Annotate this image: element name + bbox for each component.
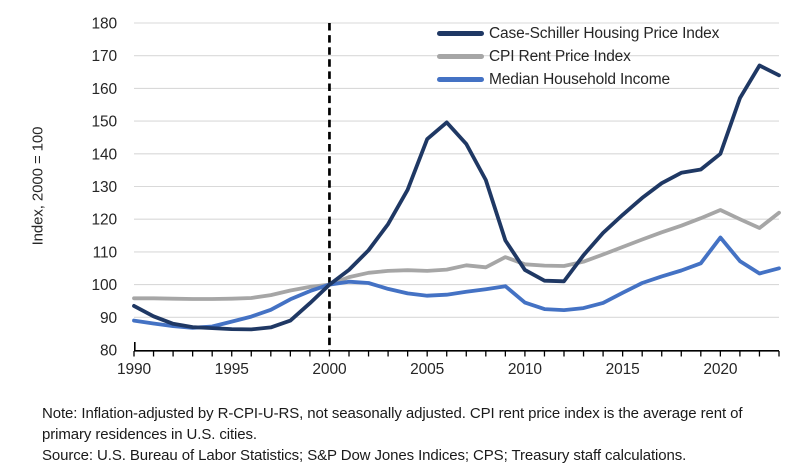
source-text: Source: U.S. Bureau of Labor Statistics;… [42,447,687,464]
x-tick-label: 2015 [606,361,640,378]
y-axis-title: Index, 2000 = 100 [29,126,47,246]
legend: Case-Schiller Housing Price Index CPI Re… [437,22,719,91]
series-line-1 [132,208,781,301]
x-tick-label: 2010 [508,361,543,378]
footnotes: Note: Inflation-adjusted by R-CPI-U-RS, … [42,403,766,466]
legend-swatch-median-income-icon [437,77,484,82]
legend-label-cpi-rent: CPI Rent Price Index [489,47,631,65]
y-tick-label: 90 [100,310,118,327]
x-tick-label: 2020 [703,361,738,378]
series-line-2 [132,235,781,330]
y-tick-label: 180 [91,16,117,33]
y-tick-label: 100 [91,277,117,294]
line-chart-svg: 80 90 100 110 120 130 140 150 160 170 180 1990 1995 2… [91,16,781,378]
legend-label-median-income: Median Household Income [489,70,670,88]
legend-swatch-case-schiller-icon [437,31,484,36]
y-tick-label: 110 [93,244,118,261]
y-tick-label: 140 [91,146,117,163]
y-tick-label: 150 [91,114,117,131]
legend-item-median-income: Median Household Income [437,68,719,91]
legend-label-case-schiller: Case-Schiller Housing Price Index [489,24,720,42]
note-text: Note: Inflation-adjusted by R-CPI-U-RS, … [42,405,743,443]
y-tick-label: 170 [91,48,117,65]
x-tick-label: 2000 [312,361,347,378]
y-tick-label: 160 [91,81,117,98]
legend-item-cpi-rent: CPI Rent Price Index [437,45,719,68]
x-tick-label: 1990 [117,361,152,378]
y-tick-label: 130 [91,179,117,196]
x-tick-label: 1995 [215,361,249,378]
y-tick-label: 80 [100,343,118,360]
y-tick-label: 120 [91,212,117,229]
x-tick-label: 2005 [410,361,444,378]
legend-swatch-cpi-rent-icon [437,54,484,59]
series-line-0 [132,63,781,332]
legend-item-case-schiller: Case-Schiller Housing Price Index [437,22,719,45]
